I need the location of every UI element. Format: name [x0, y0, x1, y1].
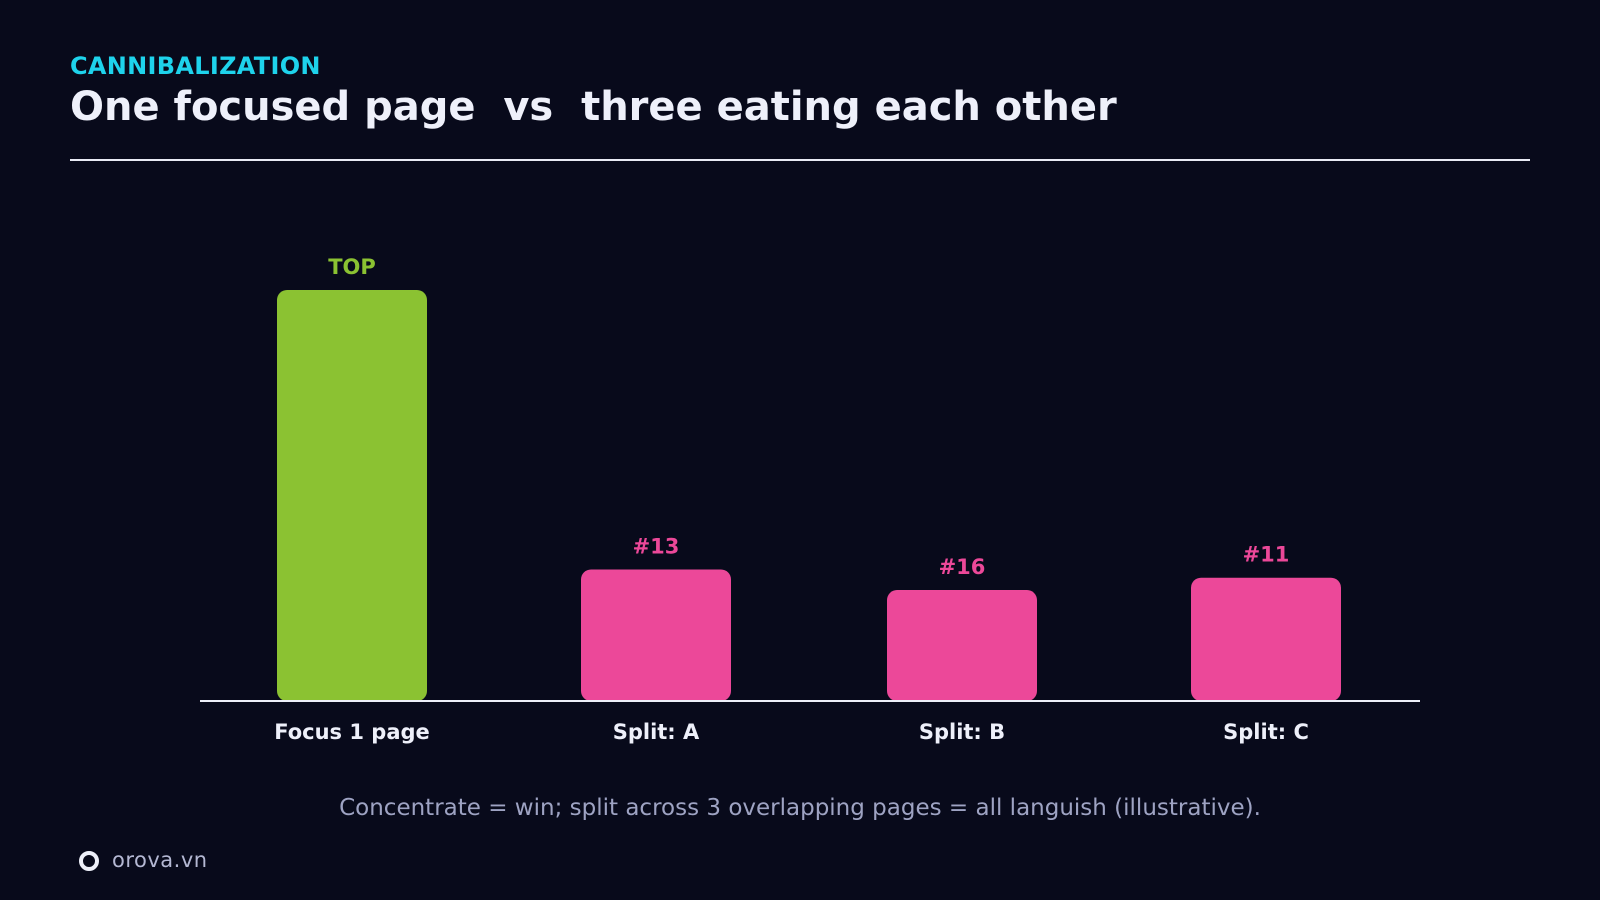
- ring-logo-icon: [79, 851, 99, 871]
- bar-data-label-3: #16: [939, 555, 986, 579]
- chart-caption: Concentrate = win; split across 3 overla…: [339, 795, 1261, 821]
- section-kicker: CANNIBALIZATION: [70, 52, 321, 80]
- title-divider: [70, 159, 1530, 161]
- category-label-2: Split: A: [613, 720, 700, 744]
- bar-3: [887, 590, 1037, 701]
- brand-name: orova.vn: [112, 848, 208, 872]
- bar-data-label-4: #11: [1243, 543, 1290, 567]
- bar-2: [581, 569, 731, 701]
- bar-4: [1191, 577, 1341, 701]
- category-label-1: Focus 1 page: [274, 720, 430, 744]
- category-label-3: Split: B: [919, 720, 1005, 744]
- page-title: One focused page vs three eating each ot…: [70, 84, 1117, 130]
- bar-data-label-1: TOP: [328, 255, 376, 279]
- bar-1: [277, 290, 427, 701]
- category-label-4: Split: C: [1223, 720, 1309, 744]
- bar-data-label-2: #13: [633, 534, 680, 558]
